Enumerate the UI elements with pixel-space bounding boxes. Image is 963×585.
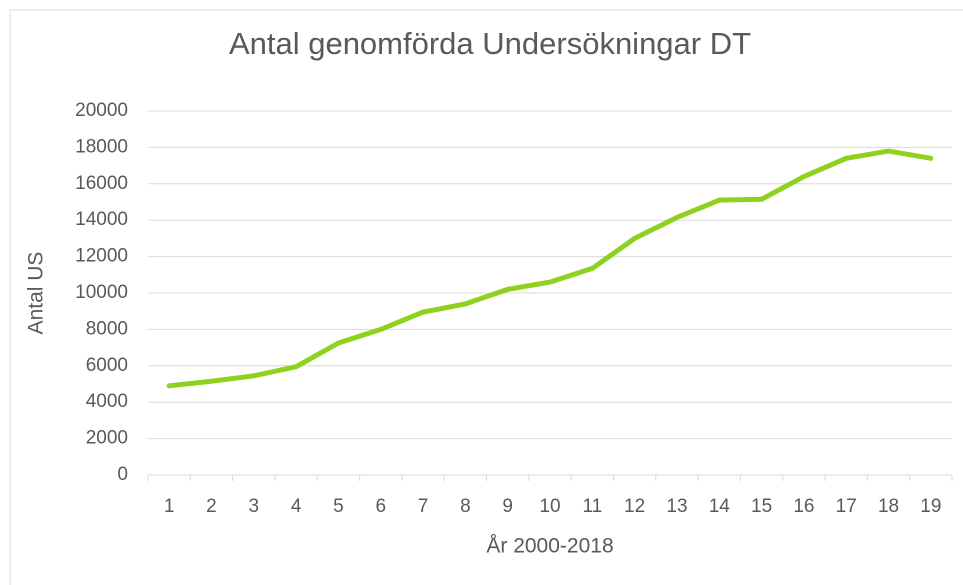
x-tick-label: 18 (878, 496, 899, 517)
data-line (166, 148, 934, 389)
x-tick-label: 11 (582, 496, 602, 517)
x-tick-label: 13 (666, 496, 687, 517)
chart-title: Antal genomförda Undersökningar DT (229, 26, 751, 61)
y-axis-label: Antal US (25, 252, 48, 335)
y-tick-label: 16000 (75, 173, 128, 194)
x-tick-label: 19 (920, 496, 941, 517)
x-tick-label: 4 (291, 496, 302, 517)
y-tick-label: 0 (117, 464, 128, 485)
x-tick-label: 8 (460, 496, 471, 517)
x-tick-label: 1 (164, 496, 175, 517)
y-tick-label: 8000 (86, 318, 128, 339)
x-tick-label: 7 (418, 496, 429, 517)
x-tick-label: 9 (502, 496, 513, 517)
y-tick-label: 4000 (86, 391, 128, 412)
y-tick-label: 10000 (75, 282, 128, 303)
x-axis-label: År 2000-2018 (486, 535, 613, 558)
x-tick-label: 15 (751, 496, 772, 517)
x-tick-label: 10 (539, 496, 560, 517)
x-tick-label: 12 (624, 496, 645, 517)
x-tick-label: 6 (375, 496, 386, 517)
y-tick-label: 14000 (75, 209, 128, 230)
x-tick-label: 2 (206, 496, 217, 517)
x-tick-label: 16 (793, 496, 814, 517)
x-tick-label: 5 (333, 496, 344, 517)
y-tick-label: 20000 (75, 100, 128, 121)
x-tick-label: 3 (249, 496, 260, 517)
y-tick-label: 6000 (86, 355, 128, 376)
x-tick-label: 17 (836, 496, 857, 517)
y-tick-label: 2000 (86, 428, 128, 449)
y-tick-label: 18000 (75, 136, 128, 157)
x-tick-label: 14 (709, 496, 731, 517)
y-tick-label: 12000 (75, 246, 128, 267)
